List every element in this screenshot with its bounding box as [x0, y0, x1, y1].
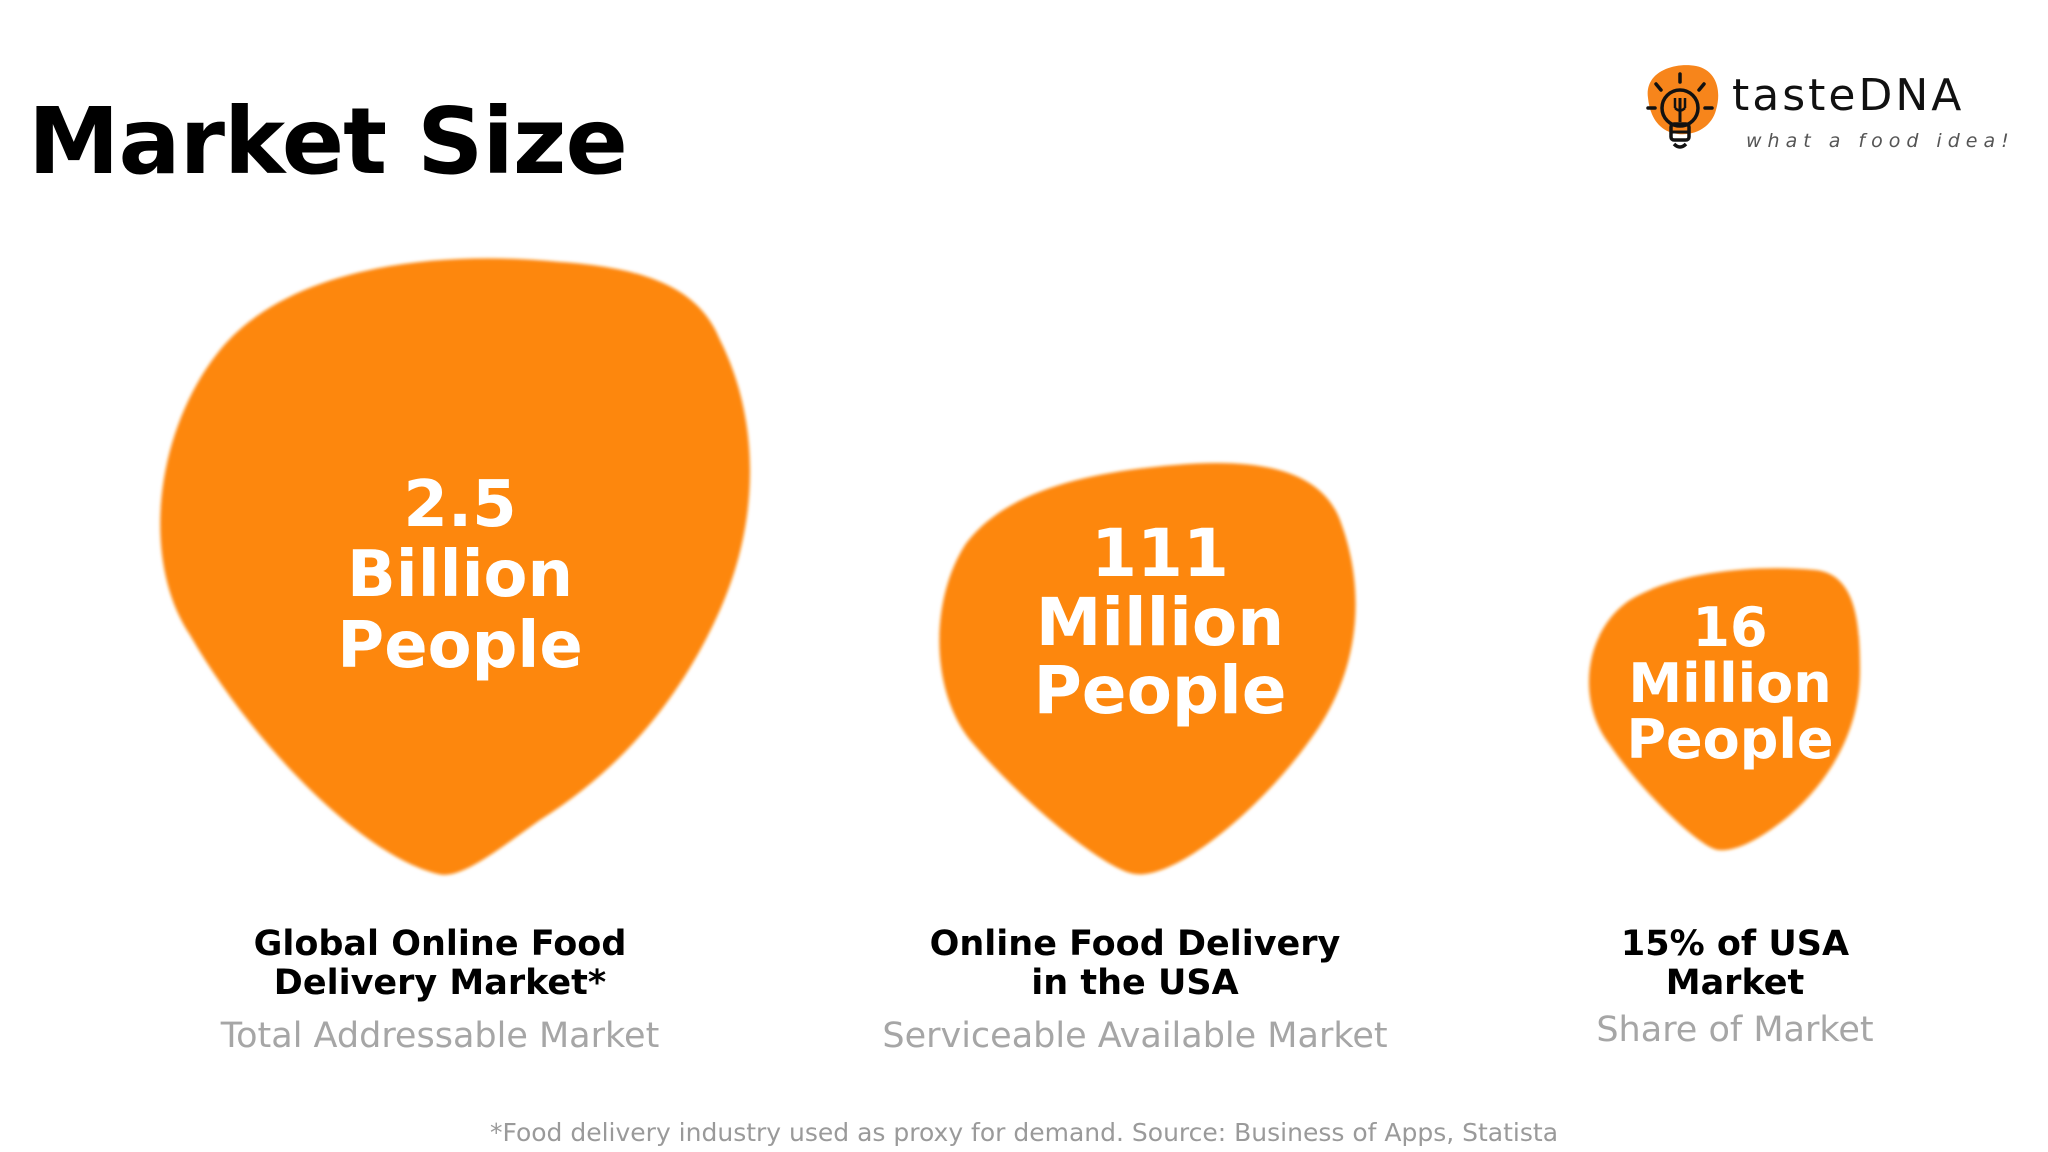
som-value: 16 Million People	[1590, 596, 1870, 772]
sam-label-line: in the USA	[1031, 962, 1239, 1003]
brand-logo: tasteDNA what a food idea!	[1630, 60, 2009, 160]
brand-name: tasteDNA	[1732, 70, 1965, 121]
sam-value-line: 111	[1091, 515, 1229, 592]
tam-sublabel: Total Addressable Market	[220, 1016, 660, 1056]
som-value-line: People	[1626, 708, 1834, 772]
som-sublabel: Share of Market	[1596, 1010, 1874, 1050]
som-label-line: Market	[1665, 962, 1805, 1003]
brand-tagline: what a food idea!	[1746, 130, 2015, 152]
tam-value: 2.5 Billion People	[280, 468, 640, 683]
som-value-line: 16	[1692, 596, 1768, 659]
sam-label-line: Online Food Delivery	[929, 924, 1341, 964]
source-footnote: *Food delivery industry used as proxy fo…	[489, 1118, 1559, 1147]
lightbulb-fork-icon	[1646, 65, 1719, 149]
tam-label: Global Online Food Delivery Market*	[200, 925, 680, 1002]
sam-label: Online Food Delivery in the USA	[865, 925, 1405, 1002]
tam-label-line: Global Online Food	[253, 924, 627, 964]
sam-value-line: Million	[1035, 583, 1285, 661]
page-title: Market Size	[28, 88, 628, 195]
tam-value-line: People	[337, 608, 583, 683]
tam-value-line: Billion	[346, 538, 574, 613]
sam-blob	[939, 463, 1356, 875]
sam-value-line: People	[1033, 652, 1287, 730]
sam-sublabel: Serviceable Available Market	[882, 1016, 1388, 1056]
som-blob	[1588, 568, 1860, 851]
tam-caption: Global Online Food Delivery Market* Tota…	[200, 925, 680, 1056]
som-label-line: 15% of USA	[1620, 924, 1850, 964]
som-label: 15% of USA Market	[1585, 925, 1885, 1002]
som-value-line: Million	[1628, 652, 1832, 716]
sam-caption: Online Food Delivery in the USA Servicea…	[865, 925, 1405, 1056]
som-caption: 15% of USA Market Share of Market	[1585, 925, 1885, 1050]
sam-value: 111 Million People	[990, 515, 1330, 730]
tam-blob	[160, 258, 750, 875]
tam-value-line: 2.5	[403, 468, 517, 542]
tam-label-line: Delivery Market*	[273, 962, 607, 1003]
